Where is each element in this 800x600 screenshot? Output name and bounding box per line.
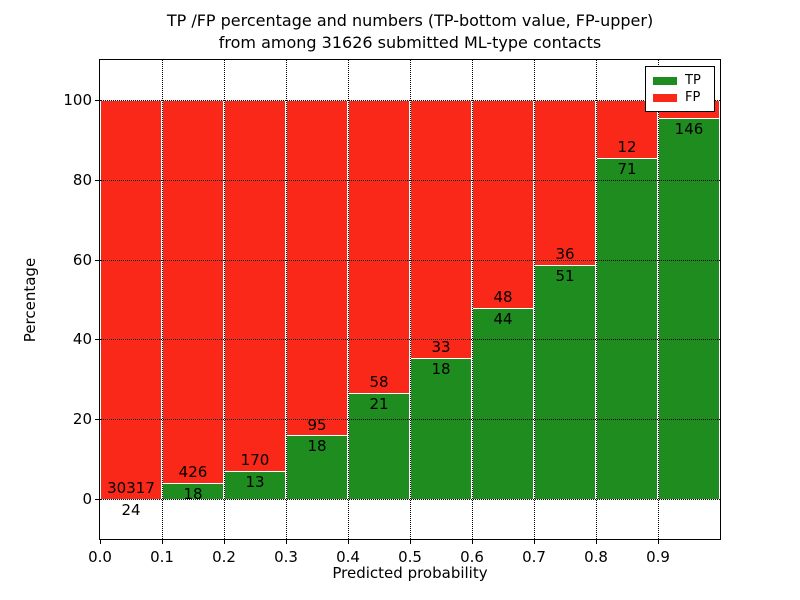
bar-label-fp: 12 <box>617 137 637 156</box>
legend: TP FP <box>645 66 715 112</box>
x-tick-mark <box>348 539 349 544</box>
y-tick-label: 100 <box>63 90 92 109</box>
bar-segment-fp <box>348 99 410 393</box>
bar-label-fp: 426 <box>178 462 208 481</box>
bar-segment-tp <box>348 392 410 500</box>
bar-label-fp: 30317 <box>107 478 155 497</box>
legend-item-fp: FP <box>653 89 707 106</box>
x-tick-mark <box>534 539 535 544</box>
bar-segment-fp <box>162 99 224 483</box>
bar-label-tp: 51 <box>555 267 575 286</box>
legend-swatch-tp <box>653 76 677 85</box>
x-axis-label: Predicted probability <box>332 564 488 582</box>
plot-area: 30317 24 426 18 170 13 95 18 58 21 33 18 48 44 36 51 12 7… <box>63 59 721 566</box>
x-tick-label: 0.1 <box>150 548 174 566</box>
x-tick-mark <box>224 539 225 544</box>
x-tick-label: 0.6 <box>460 548 484 566</box>
bar-label-tp: 18 <box>307 437 327 456</box>
legend-swatch-fp <box>653 93 677 102</box>
y-tick-label: 60 <box>72 250 92 269</box>
bar-segment-tp <box>100 498 162 500</box>
bar-segment-fp <box>224 99 286 471</box>
y-tick-label: 40 <box>72 330 92 349</box>
bar-segment-fp <box>472 99 534 309</box>
x-tick-mark <box>658 539 659 544</box>
y-tick-mark <box>95 179 100 181</box>
x-tick-mark <box>286 539 287 544</box>
bar-label-fp: 170 <box>240 450 270 469</box>
x-tick-mark <box>100 539 101 544</box>
y-tick-label: 20 <box>72 410 92 429</box>
bar-segment-fp <box>100 99 162 499</box>
bar-label-tp: 44 <box>493 310 513 329</box>
y-axis-label: Percentage <box>21 257 39 343</box>
y-tick-mark <box>95 499 100 501</box>
y-tick-label: 0 <box>82 490 92 509</box>
x-tick-mark <box>410 539 411 544</box>
chart-title-line2: from among 31626 submitted ML-type conta… <box>218 33 602 52</box>
x-tick-label: 0.3 <box>274 548 298 566</box>
x-tick-label: 0.8 <box>584 548 608 566</box>
bar-label-tp: 24 <box>121 500 141 519</box>
chart-title-line1: TP /FP percentage and numbers (TP-bottom… <box>166 11 654 30</box>
bar-segment-tp <box>286 435 348 500</box>
legend-label-tp: TP <box>685 73 701 88</box>
bar-segment-fp <box>534 99 596 266</box>
bar-label-fp: 48 <box>493 288 513 307</box>
y-tick-mark <box>95 259 100 261</box>
bar-segment-tp <box>658 118 720 500</box>
bar-label-fp: 36 <box>555 245 575 264</box>
bar-segment-tp <box>472 308 534 500</box>
bar-label-tp: 71 <box>617 159 637 178</box>
chart-title: TP /FP percentage and numbers (TP-bottom… <box>100 10 720 54</box>
bar-label-fp: 95 <box>307 415 327 434</box>
bar-label-fp: 33 <box>431 338 451 357</box>
bar-segment-tp <box>534 265 596 500</box>
y-tick-mark <box>95 99 100 101</box>
x-tick-label: 0.7 <box>522 548 546 566</box>
y-tick-mark <box>95 419 100 421</box>
x-tick-label: 0.0 <box>88 548 112 566</box>
bar-segment-tp <box>596 157 658 500</box>
bar-label-tp: 18 <box>431 360 451 379</box>
x-tick-mark <box>162 539 163 544</box>
x-tick-label: 0.9 <box>646 548 670 566</box>
x-tick-label: 0.4 <box>336 548 360 566</box>
bar-segment-fp <box>286 99 348 436</box>
y-tick-label: 80 <box>72 170 92 189</box>
legend-item-tp: TP <box>653 72 707 89</box>
bar-label-fp: 58 <box>369 373 389 391</box>
y-tick-mark <box>95 339 100 341</box>
bar-segment-tp <box>224 470 286 500</box>
x-tick-mark <box>596 539 597 544</box>
legend-label-fp: FP <box>685 90 701 105</box>
x-tick-mark <box>472 539 473 544</box>
x-tick-label: 0.2 <box>212 548 236 566</box>
bar-label-tp: 21 <box>369 394 389 413</box>
bar-segment-tp <box>410 358 472 500</box>
bar-segment-fp <box>410 99 472 359</box>
bar-label-tp: 18 <box>183 484 203 503</box>
bar-label-tp: 13 <box>245 472 265 491</box>
x-tick-label: 0.5 <box>398 548 422 566</box>
bar-label-tp: 146 <box>674 120 704 139</box>
